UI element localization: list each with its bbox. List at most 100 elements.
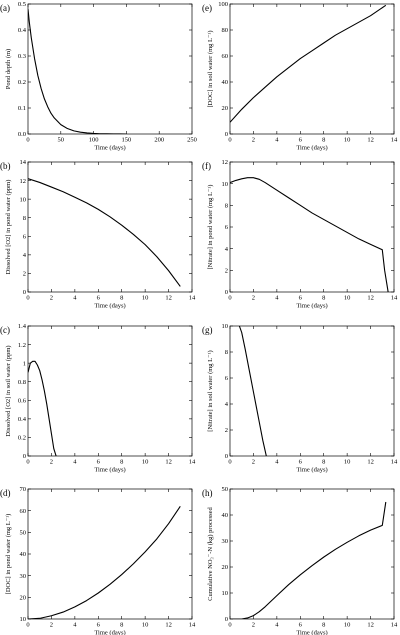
chart-panel-e: 0 2 4 6 8 10 12 14 0 20 40 60 80 100 Time (days) [DOC] … [202, 1, 398, 151]
y-tick-label: 4 [225, 401, 229, 408]
x-tick-label: 100 [89, 137, 99, 144]
y-tick-label: 0.3 [18, 53, 26, 60]
panel-label: (b) [0, 161, 11, 171]
plot-frame [229, 488, 395, 620]
x-axis-label: Time (days) [296, 630, 327, 635]
y-tick-label: 30 [222, 538, 229, 545]
y-tick-label: 30 [20, 573, 27, 580]
x-axis-label: Time (days) [296, 303, 327, 310]
x-axis-label: Time (days) [94, 145, 125, 152]
x-tick-label: 8 [322, 137, 325, 144]
x-tick-label: 14 [391, 137, 398, 144]
x-tick-label: 12 [367, 295, 374, 302]
x-tick-label: 14 [391, 295, 398, 302]
x-tick-label: 4 [73, 295, 77, 302]
y-tick-label: 10 [222, 181, 229, 188]
y-tick-label: 20 [222, 564, 229, 571]
x-tick-label: 2 [252, 137, 255, 144]
chart-panel-h: 0 2 4 6 8 10 12 14 0 10 20 30 40 50 Time (days) Cumulat… [202, 486, 398, 635]
y-tick-label: 40 [222, 512, 229, 519]
panel-label: (f) [202, 161, 211, 171]
plot-frame [229, 3, 395, 135]
x-tick-label: 14 [391, 622, 398, 629]
series-line [230, 177, 389, 292]
plot-frame [27, 3, 193, 135]
x-tick-label: 4 [73, 459, 77, 466]
x-tick-label: 0 [26, 295, 29, 302]
x-tick-label: 50 [58, 137, 65, 144]
x-tick-label: 10 [344, 137, 351, 144]
x-tick-label: 6 [97, 295, 101, 302]
x-tick-label: 4 [275, 137, 279, 144]
x-tick-label: 2 [50, 295, 53, 302]
x-tick-label: 14 [391, 459, 398, 466]
y-tick-label: 4 [23, 252, 27, 259]
y-tick-label: 0 [225, 616, 228, 623]
x-tick-label: 2 [252, 459, 255, 466]
x-tick-label: 0 [26, 137, 29, 144]
x-tick-label: 8 [322, 622, 325, 629]
y-axis-label: Cumulative NO₃⁻-N (kg) processed [207, 506, 214, 600]
panel-label: (c) [0, 325, 10, 335]
y-tick-label: 12 [222, 159, 229, 166]
y-tick-label: 0 [23, 453, 26, 460]
y-tick-label: 1 [23, 360, 26, 367]
series-line [230, 4, 387, 123]
y-tick-label: 60 [222, 53, 229, 60]
y-tick-label: 50 [222, 486, 229, 493]
y-tick-label: 0.0 [18, 131, 26, 138]
x-tick-label: 6 [97, 622, 101, 629]
y-tick-label: 70 [20, 486, 27, 493]
x-tick-label: 10 [344, 459, 351, 466]
chart-panel-f: 0 2 4 6 8 10 12 14 0 2 4 6 8 10 12 Time (days) [Nitrate]… [202, 159, 398, 309]
y-tick-label: 0.4 [18, 416, 27, 423]
x-tick-label: 14 [189, 295, 196, 302]
plot-frame [27, 488, 193, 620]
x-tick-label: 10 [344, 622, 351, 629]
y-tick-label: 0.6 [18, 397, 27, 404]
x-tick-label: 0 [26, 622, 29, 629]
chart-panel-c: 0 2 4 6 8 10 12 14 0 0.2 0.4 0.6 0.8 1 1.2 1.4 Time (day… [0, 323, 196, 473]
x-axis-label: Time (days) [94, 630, 125, 635]
y-tick-label: 1.4 [18, 323, 27, 330]
y-tick-label: 0 [23, 289, 26, 296]
x-tick-label: 8 [120, 295, 123, 302]
y-tick-label: 10 [222, 590, 229, 597]
y-tick-label: 20 [20, 595, 27, 602]
x-tick-label: 14 [189, 622, 196, 629]
series-line [28, 506, 181, 619]
series-line [28, 178, 181, 287]
x-tick-label: 12 [367, 622, 374, 629]
x-tick-label: 6 [299, 295, 303, 302]
y-axis-label: [DOC] in pond water (mg L⁻¹) [5, 514, 12, 595]
series-line [28, 360, 57, 456]
y-axis-label: [Nitrate] in pond water (mg L⁻¹) [207, 185, 214, 270]
x-tick-label: 6 [97, 459, 101, 466]
panel-label: (e) [202, 3, 212, 13]
y-tick-label: 6 [225, 375, 229, 382]
y-tick-label: 80 [222, 27, 229, 34]
series-line [28, 9, 127, 134]
x-tick-label: 8 [120, 622, 123, 629]
y-axis-label: [DOC] in soil water (mg L⁻¹) [207, 30, 214, 107]
x-tick-label: 10 [142, 622, 149, 629]
x-tick-label: 4 [275, 622, 279, 629]
x-tick-label: 0 [228, 137, 231, 144]
plot-frame [229, 161, 395, 293]
x-tick-label: 10 [142, 295, 149, 302]
x-tick-label: 2 [252, 622, 255, 629]
y-tick-label: 2 [23, 271, 26, 278]
y-tick-label: 20 [222, 105, 229, 112]
y-axis-label: Dissolved [O2] in pond water (ppm) [5, 180, 12, 275]
x-tick-label: 12 [165, 459, 172, 466]
x-tick-label: 0 [228, 459, 231, 466]
x-axis-label: Time (days) [94, 467, 125, 474]
panel-label: (h) [202, 488, 213, 498]
x-tick-label: 200 [154, 137, 164, 144]
x-tick-label: 2 [50, 459, 53, 466]
y-tick-label: 0.2 [18, 435, 26, 442]
y-tick-label: 6 [23, 233, 27, 240]
x-tick-label: 150 [122, 137, 132, 144]
x-tick-label: 6 [299, 459, 303, 466]
